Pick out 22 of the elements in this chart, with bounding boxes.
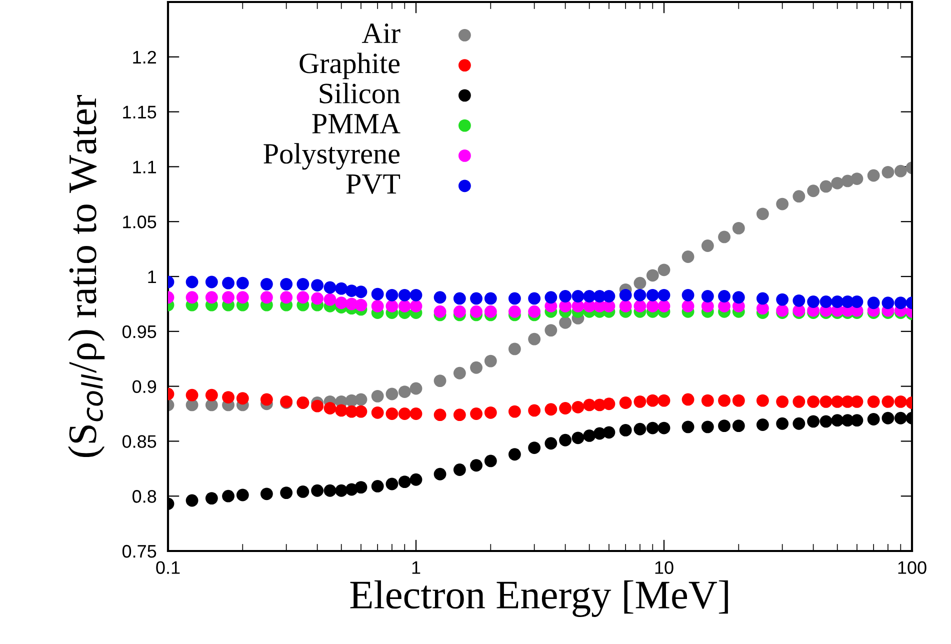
legend-label: PMMA (312, 114, 400, 134)
x-tick-label: 100 (898, 561, 926, 574)
legend-label: PVT (346, 174, 400, 194)
y-tick-label: 1.1 (133, 160, 156, 174)
legend-label: Air (362, 24, 400, 43)
x-axis-title: Electron Energy [MeV] (350, 580, 728, 617)
y-axis-title: (S$_{coll}$/ρ) ratio to Water (68, 94, 105, 457)
y-tick-label: 0.85 (122, 435, 156, 448)
y-tick-label: 0.75 (122, 544, 156, 558)
y-tick-label: 1.2 (133, 50, 156, 64)
x-tick-label: 10 (655, 561, 674, 574)
y-tick-label: 0.9 (132, 380, 156, 394)
legend-label: Graphite (300, 52, 400, 80)
y-tick-label: 1.05 (123, 216, 156, 228)
legend-label: Polystyrene (264, 143, 400, 170)
y-tick-label: 1 (148, 270, 156, 284)
y-tick-label: 0.8 (132, 490, 156, 503)
x-tick-label: 1 (412, 561, 420, 574)
y-tick-label: 1.15 (123, 106, 156, 119)
legend-label: Silicon (320, 82, 400, 104)
x-tick-label: 0.1 (156, 561, 180, 574)
y-tick-label: 0.95 (122, 325, 156, 338)
